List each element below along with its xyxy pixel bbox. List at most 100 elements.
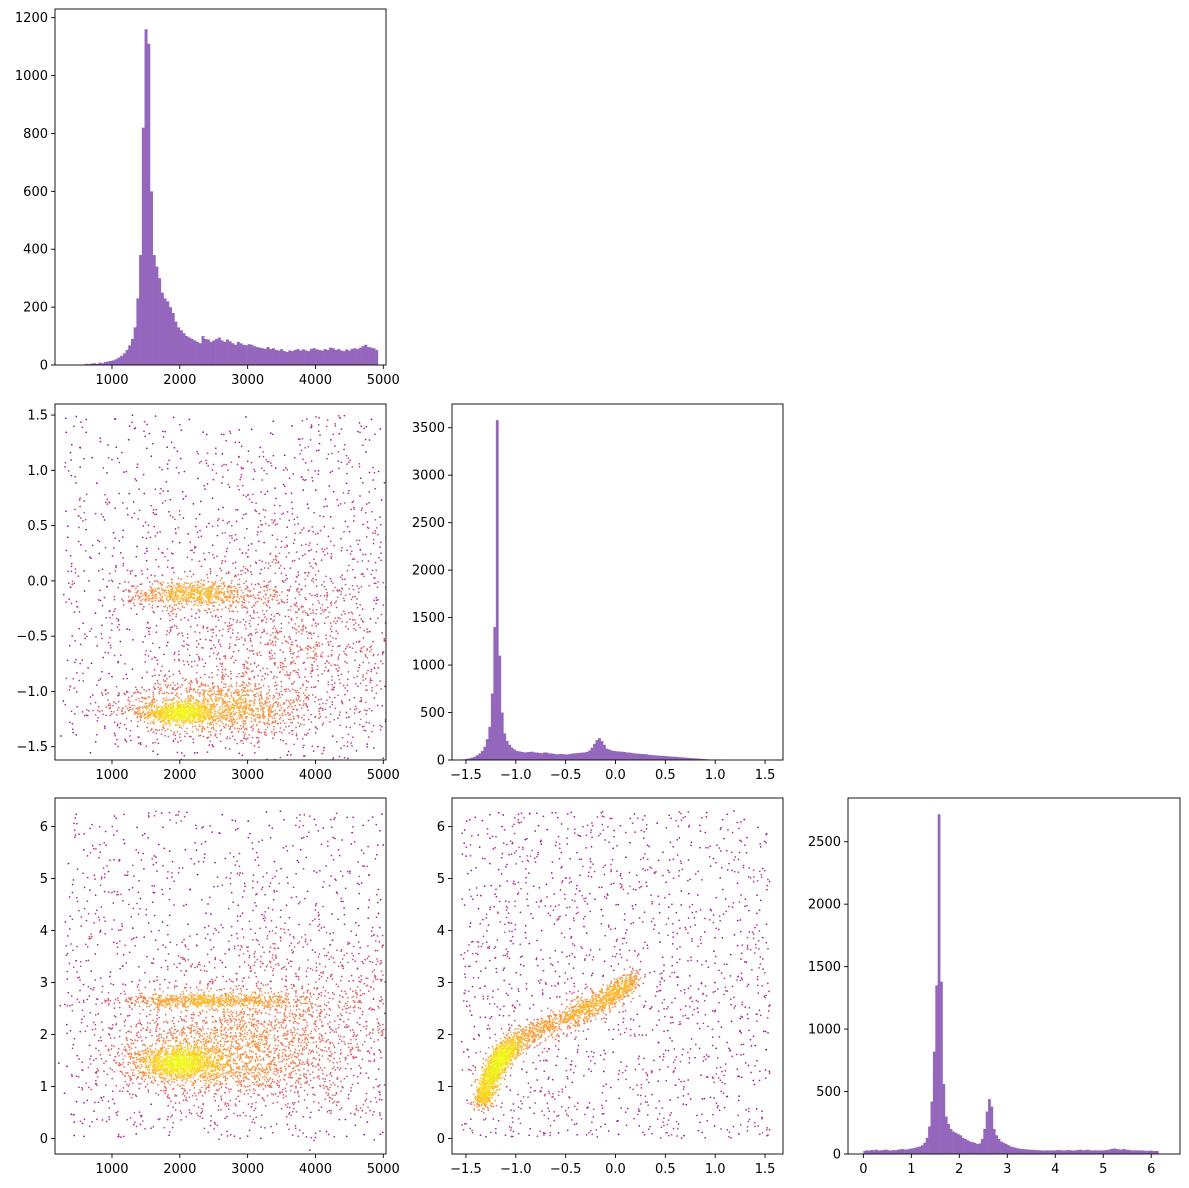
histogram-bar [217,337,221,365]
scatter-point [113,654,116,657]
scatter-point [329,635,332,637]
scatter-point [230,582,233,585]
histogram-bar [187,337,191,365]
scatter-point [179,608,182,611]
scatter-point [342,610,345,613]
scatter-point [110,579,113,582]
histogram-bar [144,29,148,365]
scatter-point [118,628,121,631]
scatter-point [442,703,444,705]
scatter-point [259,641,262,644]
scatter-point [182,705,184,708]
scatter-point [270,617,273,620]
scatter-point [217,588,219,591]
scatter-point [147,531,150,534]
scatter-point [180,693,182,695]
scatter-point [274,644,277,647]
scatter-point [257,531,259,533]
scatter-point [96,733,98,736]
scatter-point [309,656,312,659]
scatter-point [131,708,134,711]
scatter-point [84,518,87,521]
scatter-point [257,710,260,713]
scatter-point [319,594,322,597]
scatter-point [353,624,355,626]
scatter-point [170,595,173,597]
scatter-point [175,466,178,469]
scatter-point [162,490,165,492]
scatter-point [204,717,207,720]
scatter-point [278,692,281,695]
scatter-point [230,706,233,709]
scatter-point [265,765,267,767]
scatter-point [222,628,224,631]
scatter-point [378,556,380,559]
scatter-point [269,639,271,641]
scatter-point [214,718,217,721]
scatter-point [301,528,304,531]
scatter-point [483,612,485,614]
scatter-point [319,529,322,532]
scatter-point [246,610,249,613]
scatter-point [158,646,161,649]
scatter-point [152,610,154,613]
scatter-point [148,581,151,583]
scatter-point [289,718,292,721]
scatter-point [69,554,72,557]
histogram-bar [228,341,232,365]
scatter-point [260,654,262,657]
scatter-point [307,709,310,712]
scatter-point [318,442,321,445]
scatter-point [259,591,262,593]
scatter-point [292,670,295,672]
scatter-point [286,754,289,756]
scatter-point [347,492,350,495]
scatter-point [213,708,215,710]
scatter-point [66,536,69,539]
scatter-point [221,600,224,602]
scatter-point [262,707,265,710]
scatter-point [434,581,436,583]
scatter-point [137,736,139,739]
scatter-point [151,594,154,597]
scatter-point [126,507,129,510]
scatter-point [173,603,176,606]
scatter-point [170,692,173,694]
scatter-point [226,736,229,738]
scatter-point [389,762,391,764]
scatter-point [240,684,243,686]
scatter-point [315,585,318,588]
scatter-point [118,694,120,696]
scatter-point [271,706,274,709]
scatter-point [194,525,197,528]
scatter-point [293,701,295,703]
scatter-point [167,716,170,719]
scatter-point [252,594,255,596]
scatter-point [121,707,124,710]
scatter-point [296,737,299,740]
scatter-point [292,660,295,662]
scatter-point [327,641,329,643]
scatter-point [360,696,362,699]
scatter-point [174,734,177,737]
scatter-point [145,704,148,707]
scatter-point [306,637,309,640]
scatter-point [43,536,45,538]
scatter-point [304,676,306,678]
histogram-bar [215,338,219,365]
scatter-point [317,698,320,701]
scatter-point [311,480,314,482]
scatter-point [248,677,250,680]
histogram-bar [92,363,96,365]
scatter-point [372,479,375,481]
scatter-point [314,686,317,688]
scatter-point [295,698,298,700]
scatter-point [289,713,292,716]
scatter-point [371,689,373,692]
histogram-bar [296,349,300,365]
scatter-point [354,576,357,579]
scatter-point [201,727,204,730]
scatter-point [253,588,255,590]
scatter-point [331,679,333,681]
scatter-point [238,707,241,710]
